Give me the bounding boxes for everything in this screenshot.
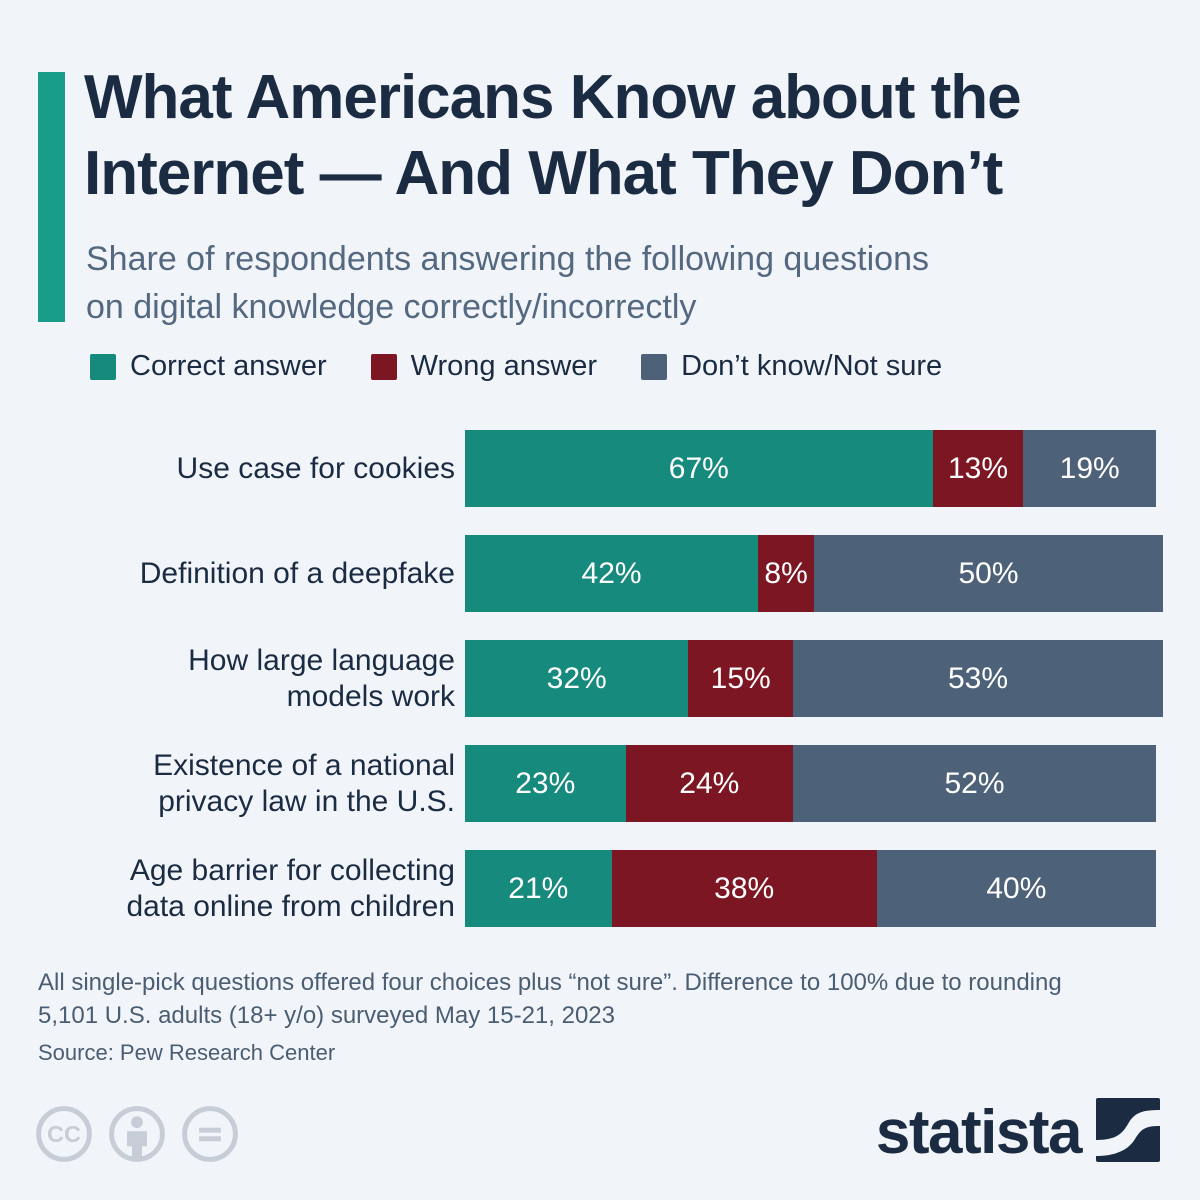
chart-row: Existence of a national privacy law in t… [38,745,1163,822]
bar-track: 42% 8% 50% [465,535,1163,612]
statista-wordmark: statista [875,1097,1083,1167]
bar-segment-don-t-know-not-sure: 40% [876,850,1156,927]
cc-icon: CC [35,1105,93,1168]
category-label: Definition of a deepfake [139,556,455,590]
bar-segment-wrong-answer: 8% [758,535,814,612]
category-label: Existence of a national privacy law in t… [153,749,455,818]
bar-segment-correct-answer: 32% [465,640,689,717]
page-title: What Americans Know about the Internet —… [84,60,1022,211]
bar-segment-wrong-answer: 13% [932,430,1024,507]
value-label: 67% [668,451,729,485]
title-accent-bar [38,72,65,322]
bar-segment-wrong-answer: 24% [625,745,794,822]
bar-segment-don-t-know-not-sure: 52% [793,745,1156,822]
footnote-line-2: 5,101 U.S. adults (18+ y/o) surveyed May… [38,1002,615,1030]
bar-segment-don-t-know-not-sure: 50% [813,535,1163,612]
legend-label: Correct answer [130,350,327,382]
bar-segment-wrong-answer: 15% [688,640,794,717]
bar-segment-don-t-know-not-sure: 53% [793,640,1163,717]
page-subtitle: Share of respondents answering the follo… [86,236,929,331]
bar-segment-correct-answer: 67% [465,430,933,507]
page-subtitle-line-2: on digital knowledge correctly/incorrect… [86,287,697,326]
category-label: Age barrier for collecting data online f… [126,854,455,923]
statista-logo-mark-icon [1096,1098,1160,1167]
source-line: Source: Pew Research Center [38,1040,336,1065]
chart: Use case for cookies 67% 13% 19% Definition … [38,430,1163,927]
value-label: 21% [508,871,569,905]
page-title-line-1: What Americans Know about the [84,63,1022,132]
legend-swatch-icon [370,353,397,380]
cc-nd-icon [181,1105,239,1168]
value-label: 23% [515,766,576,800]
legend-item: Correct answer [90,350,327,383]
bar-segment-correct-answer: 23% [465,745,626,822]
value-label: 13% [948,451,1009,485]
bar-track: 32% 15% 53% [465,640,1163,717]
legend-label: Wrong answer [410,350,598,382]
value-label: 24% [679,766,740,800]
license-icons: CC [35,1105,239,1168]
chart-legend: Correct answer Wrong answer Don’t know/Not… [90,350,942,383]
bar-track: 23% 24% 52% [465,745,1163,822]
value-label: 53% [947,661,1009,695]
bar-segment-correct-answer: 42% [465,535,759,612]
chart-row: Age barrier for collecting data online f… [38,850,1163,927]
value-label: 15% [710,661,771,695]
statista-branding: statista [876,1098,1160,1167]
value-label: 19% [1059,451,1120,485]
value-label: 38% [714,871,775,905]
page-subtitle-line-1: Share of respondents answering the follo… [86,240,929,278]
legend-label: Don’t know/Not sure [681,350,943,382]
bar-segment-correct-answer: 21% [465,850,612,927]
chart-row: How large language models work 32% 15% 53% [38,640,1163,717]
value-label: 32% [546,661,607,695]
category-label: How large language models work [188,644,455,713]
value-label: 52% [944,766,1005,800]
value-label: 50% [958,556,1019,590]
legend-item: Don’t know/Not sure [641,350,942,383]
svg-text:CC: CC [47,1121,81,1147]
bar-segment-don-t-know-not-sure: 19% [1023,430,1156,507]
bar-segment-wrong-answer: 38% [611,850,877,927]
legend-item: Wrong answer [370,350,598,383]
page-title-line-2: Internet — And What They Don’t [84,138,1003,208]
legend-swatch-icon [641,353,668,380]
category-label: Use case for cookies [176,451,455,485]
value-label: 42% [581,556,642,590]
chart-row: Definition of a deepfake 42% 8% 50% [38,535,1163,612]
chart-row: Use case for cookies 67% 13% 19% [38,430,1163,507]
value-label: 40% [986,871,1047,905]
cc-by-icon [108,1105,166,1168]
value-label: 8% [764,556,808,590]
footnote-line-1: All single-pick questions offered four c… [38,969,1062,996]
bar-track: 21% 38% 40% [465,850,1163,927]
footnotes: All single-pick questions offered four c… [38,966,1062,1032]
legend-swatch-icon [90,353,116,380]
bar-track: 67% 13% 19% [465,430,1163,507]
